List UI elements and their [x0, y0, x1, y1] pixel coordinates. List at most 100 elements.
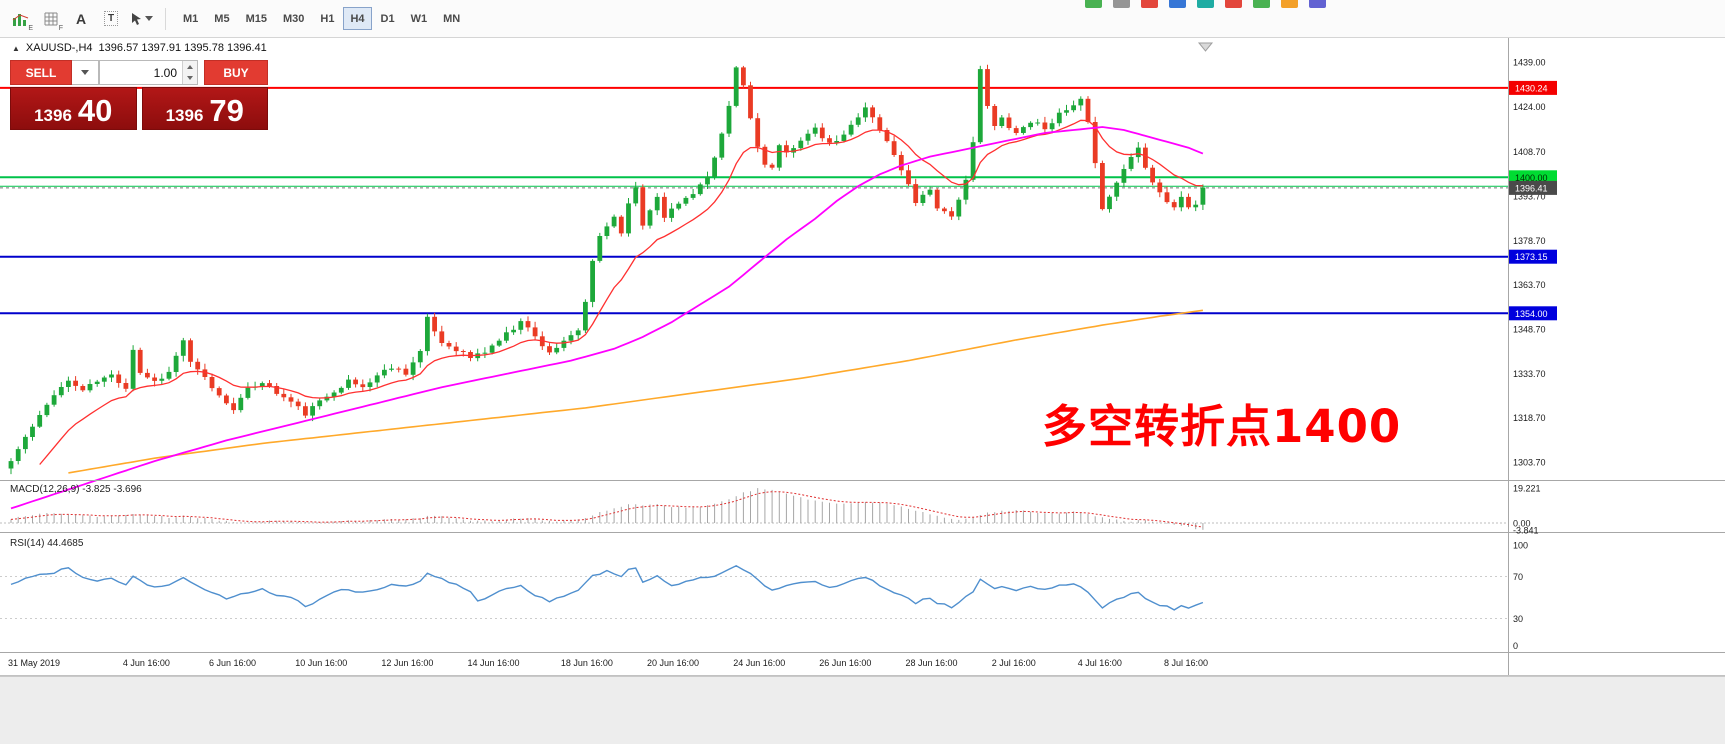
svg-text:1333.70: 1333.70: [1513, 369, 1546, 379]
svg-text:14 Jun 16:00: 14 Jun 16:00: [468, 658, 520, 668]
buy-price-display[interactable]: 1396 79: [141, 87, 268, 130]
buy-button[interactable]: BUY: [204, 60, 268, 85]
chart-annotation: 多空转折点1400: [1042, 400, 1402, 453]
svg-text:0: 0: [1513, 641, 1518, 651]
sell-price-main: 1396: [34, 106, 72, 125]
svg-text:1424.00: 1424.00: [1513, 102, 1546, 112]
svg-text:19.221: 19.221: [1513, 484, 1541, 494]
collapse-arrow-icon[interactable]: ▲: [12, 44, 20, 53]
clipped-icon[interactable]: [1281, 0, 1298, 8]
chevron-down-icon: [144, 16, 153, 21]
svg-text:31 May 2019: 31 May 2019: [8, 658, 60, 668]
svg-text:30: 30: [1513, 614, 1523, 624]
volume-field-wrap: [99, 60, 198, 85]
volume-spinner: [182, 61, 197, 84]
volume-dropdown[interactable]: [72, 60, 99, 85]
toolbar-separator: [165, 7, 166, 30]
timeframe-button-m30[interactable]: M30: [276, 7, 311, 30]
chart-tools-group: E F A T: [6, 6, 156, 32]
svg-text:RSI(14) 44.4685: RSI(14) 44.4685: [10, 538, 84, 549]
svg-text:1400.00: 1400.00: [1515, 173, 1548, 183]
svg-text:70: 70: [1513, 572, 1523, 582]
textbox-tool-glyph: T: [103, 11, 119, 26]
svg-text:6 Jun 16:00: 6 Jun 16:00: [209, 658, 256, 668]
tool-sub-label: E: [28, 24, 33, 32]
svg-text:2 Jul 16:00: 2 Jul 16:00: [992, 658, 1036, 668]
volume-input[interactable]: [100, 61, 197, 84]
clipped-toolbar-icons: [1085, 0, 1326, 8]
sell-price-display[interactable]: 1396 40: [10, 87, 137, 130]
svg-text:1396.41: 1396.41: [1515, 183, 1548, 193]
svg-text:1439.00: 1439.00: [1513, 58, 1546, 68]
svg-text:1303.70: 1303.70: [1513, 458, 1546, 468]
arrow-down-icon: [187, 76, 193, 81]
timeframe-button-m5[interactable]: M5: [207, 7, 236, 30]
clipped-icon[interactable]: [1309, 0, 1326, 8]
cursor-icon: [131, 12, 141, 25]
buy-price-pips: 79: [209, 92, 244, 128]
moving-averages: [10, 119, 1204, 510]
sell-button[interactable]: SELL: [10, 60, 72, 85]
text-label-button[interactable]: A: [67, 6, 95, 32]
sell-price-pips: 40: [77, 92, 113, 128]
rsi-panel: RSI(14) 44.4685 100 70 30 0: [0, 538, 1528, 651]
svg-text:1373.15: 1373.15: [1515, 252, 1548, 262]
volume-decrease-button[interactable]: [183, 72, 197, 84]
ohlc-values: 1396.57 1397.91 1395.78 1396.41: [98, 42, 267, 54]
clipped-icon[interactable]: [1225, 0, 1242, 8]
timeframe-button-d1[interactable]: D1: [374, 7, 402, 30]
time-axis: 31 May 2019 4 Jun 16:00 6 Jun 16:00 10 Jun …: [8, 658, 1208, 668]
grid-icon: [44, 12, 58, 25]
panel-separators[interactable]: [0, 38, 1725, 676]
svg-text:-3.841: -3.841: [1513, 526, 1539, 536]
grid-button[interactable]: F: [37, 6, 65, 32]
svg-text:4 Jul 16:00: 4 Jul 16:00: [1078, 658, 1122, 668]
timeframe-button-h1[interactable]: H1: [313, 7, 341, 30]
clipped-icon[interactable]: [1169, 0, 1186, 8]
svg-text:1393.70: 1393.70: [1513, 191, 1546, 201]
svg-text:24 Jun 16:00: 24 Jun 16:00: [733, 658, 785, 668]
svg-text:1363.70: 1363.70: [1513, 280, 1546, 290]
svg-text:1354.00: 1354.00: [1515, 309, 1548, 319]
text-tool-glyph: A: [75, 10, 87, 27]
price-axis: 1439.00 1424.00 1408.70 1393.70 1378.70 1363.…: [1509, 58, 1557, 468]
svg-text:12 Jun 16:00: 12 Jun 16:00: [381, 658, 433, 668]
horizontal-lines[interactable]: [0, 86, 1508, 315]
timeframe-button-m1[interactable]: M1: [176, 7, 205, 30]
indicators-button[interactable]: E: [7, 6, 35, 32]
clipped-icon[interactable]: [1253, 0, 1270, 8]
timeframe-group: M1 M5 M15 M30 H1 H4 D1 W1 MN: [175, 7, 468, 30]
volume-increase-button[interactable]: [183, 61, 197, 73]
timeframe-button-mn[interactable]: MN: [436, 7, 467, 30]
clipped-icon[interactable]: [1141, 0, 1158, 8]
svg-text:MACD(12,26,9) -3.825 -3.696: MACD(12,26,9) -3.825 -3.696: [10, 484, 142, 495]
timeframe-button-w1[interactable]: W1: [404, 7, 435, 30]
svg-text:8 Jul 16:00: 8 Jul 16:00: [1164, 658, 1208, 668]
scroll-to-end-marker[interactable]: [1197, 42, 1214, 52]
symbol-label: XAUUSD-,H4: [25, 42, 93, 54]
svg-text:28 Jun 16:00: 28 Jun 16:00: [906, 658, 958, 668]
svg-text:18 Jun 16:00: 18 Jun 16:00: [561, 658, 613, 668]
svg-text:1318.70: 1318.70: [1513, 413, 1546, 423]
svg-text:1408.70: 1408.70: [1513, 147, 1546, 157]
clipped-icon[interactable]: [1197, 0, 1214, 8]
svg-text:1378.70: 1378.70: [1513, 236, 1546, 246]
buy-price-main: 1396: [165, 106, 204, 125]
timeframe-button-h4[interactable]: H4: [343, 7, 372, 30]
svg-text:1348.70: 1348.70: [1513, 325, 1546, 335]
chevron-down-icon: [81, 70, 89, 75]
text-box-button[interactable]: T: [97, 6, 125, 32]
macd-panel: MACD(12,26,9) -3.825 -3.696 19.221 0.00-3.…: [0, 484, 1541, 536]
svg-text:10 Jun 16:00: 10 Jun 16:00: [295, 658, 347, 668]
clipped-icon[interactable]: [1085, 0, 1102, 8]
svg-text:20 Jun 16:00: 20 Jun 16:00: [647, 658, 699, 668]
cursor-dropdown-button[interactable]: [127, 6, 155, 32]
slow-ma-line: [68, 309, 1204, 474]
svg-text:100: 100: [1513, 541, 1528, 551]
svg-text:1430.24: 1430.24: [1515, 83, 1548, 93]
clipped-icon[interactable]: [1113, 0, 1130, 8]
timeframe-button-m15[interactable]: M15: [239, 7, 274, 30]
tool-sub-label: F: [58, 24, 63, 32]
